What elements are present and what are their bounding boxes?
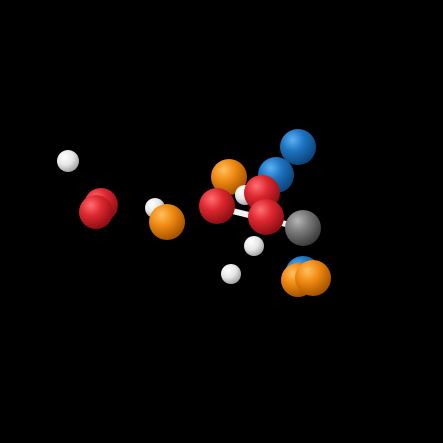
atom-white-left[interactable] bbox=[57, 150, 79, 172]
atom-red-center-bottom[interactable] bbox=[248, 199, 284, 235]
atom-red-left-front[interactable] bbox=[79, 195, 113, 229]
atom-gray-right[interactable] bbox=[285, 210, 321, 246]
atom-blue-upper-right[interactable] bbox=[280, 129, 316, 165]
atom-white-lower-left[interactable] bbox=[221, 264, 241, 284]
atom-orange-mid-left[interactable] bbox=[149, 204, 185, 240]
atom-orange-center-top[interactable] bbox=[211, 159, 247, 195]
atom-white-lower-center[interactable] bbox=[244, 236, 264, 256]
atom-orange-lower-right-2[interactable] bbox=[295, 260, 331, 296]
atom-red-center-left[interactable] bbox=[199, 188, 235, 224]
